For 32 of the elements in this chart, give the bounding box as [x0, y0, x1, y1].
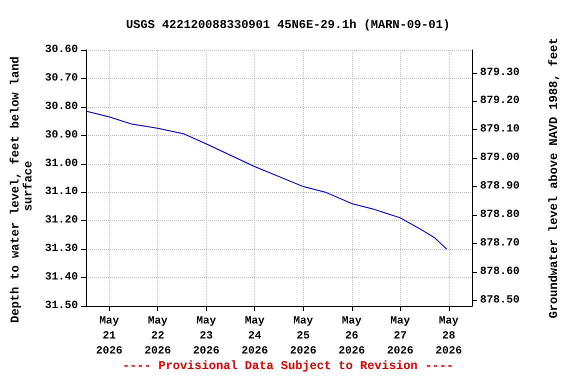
y2-tick-label: 878.90 [480, 180, 520, 193]
y-tick-label: 30.80 [44, 100, 78, 113]
y-tick-label: 31.30 [44, 243, 78, 256]
x-tick-label: May 23 2026 [193, 316, 220, 358]
y2-tick-label: 879.20 [480, 95, 520, 108]
y-tick-label: 31.40 [44, 272, 78, 284]
x-tick-label: May 25 2026 [290, 316, 316, 358]
y2-tick-label: 878.80 [480, 208, 520, 221]
y2-tick-label: 878.70 [480, 237, 520, 250]
y2-axis-title: Groundwater level above NAVD 1988, feet [547, 38, 561, 318]
chart-title: USGS 422120088330901 45N6E-29.1h (MARN-09-01) [126, 18, 450, 32]
x-tick-label: May 21 2026 [96, 316, 122, 358]
x-tick-label: May 27 2026 [387, 316, 414, 358]
y-tick-label: 30.70 [44, 72, 78, 84]
y-axis-title: Depth to water level, feet below land surface [8, 49, 36, 323]
y-tick-label: 30.60 [44, 44, 78, 56]
y2-tick-label: 878.60 [480, 266, 520, 278]
y-tick-label: 31.20 [44, 214, 78, 227]
x-tick-label: May 26 2026 [338, 316, 365, 358]
x-tick-label: May 22 2026 [144, 316, 171, 358]
y2-tick-label: 878.50 [480, 294, 520, 306]
y2-tick-label: 879.00 [480, 152, 520, 164]
line-series [86, 110, 448, 250]
x-tick-label: May 24 2026 [242, 316, 268, 358]
x-tick-label: May 28 2026 [436, 316, 462, 358]
text: ---- Provisional Data Subject to Revision ---- [122, 359, 454, 373]
y-tick-label: 31.10 [44, 186, 78, 198]
y2-tick-label: 879.30 [480, 66, 520, 79]
y-tick-label: 31.00 [44, 158, 78, 170]
y-tick-label: 30.90 [44, 129, 78, 142]
y-tick-label: 31.50 [44, 300, 78, 312]
y2-tick-label: 879.10 [480, 124, 520, 136]
